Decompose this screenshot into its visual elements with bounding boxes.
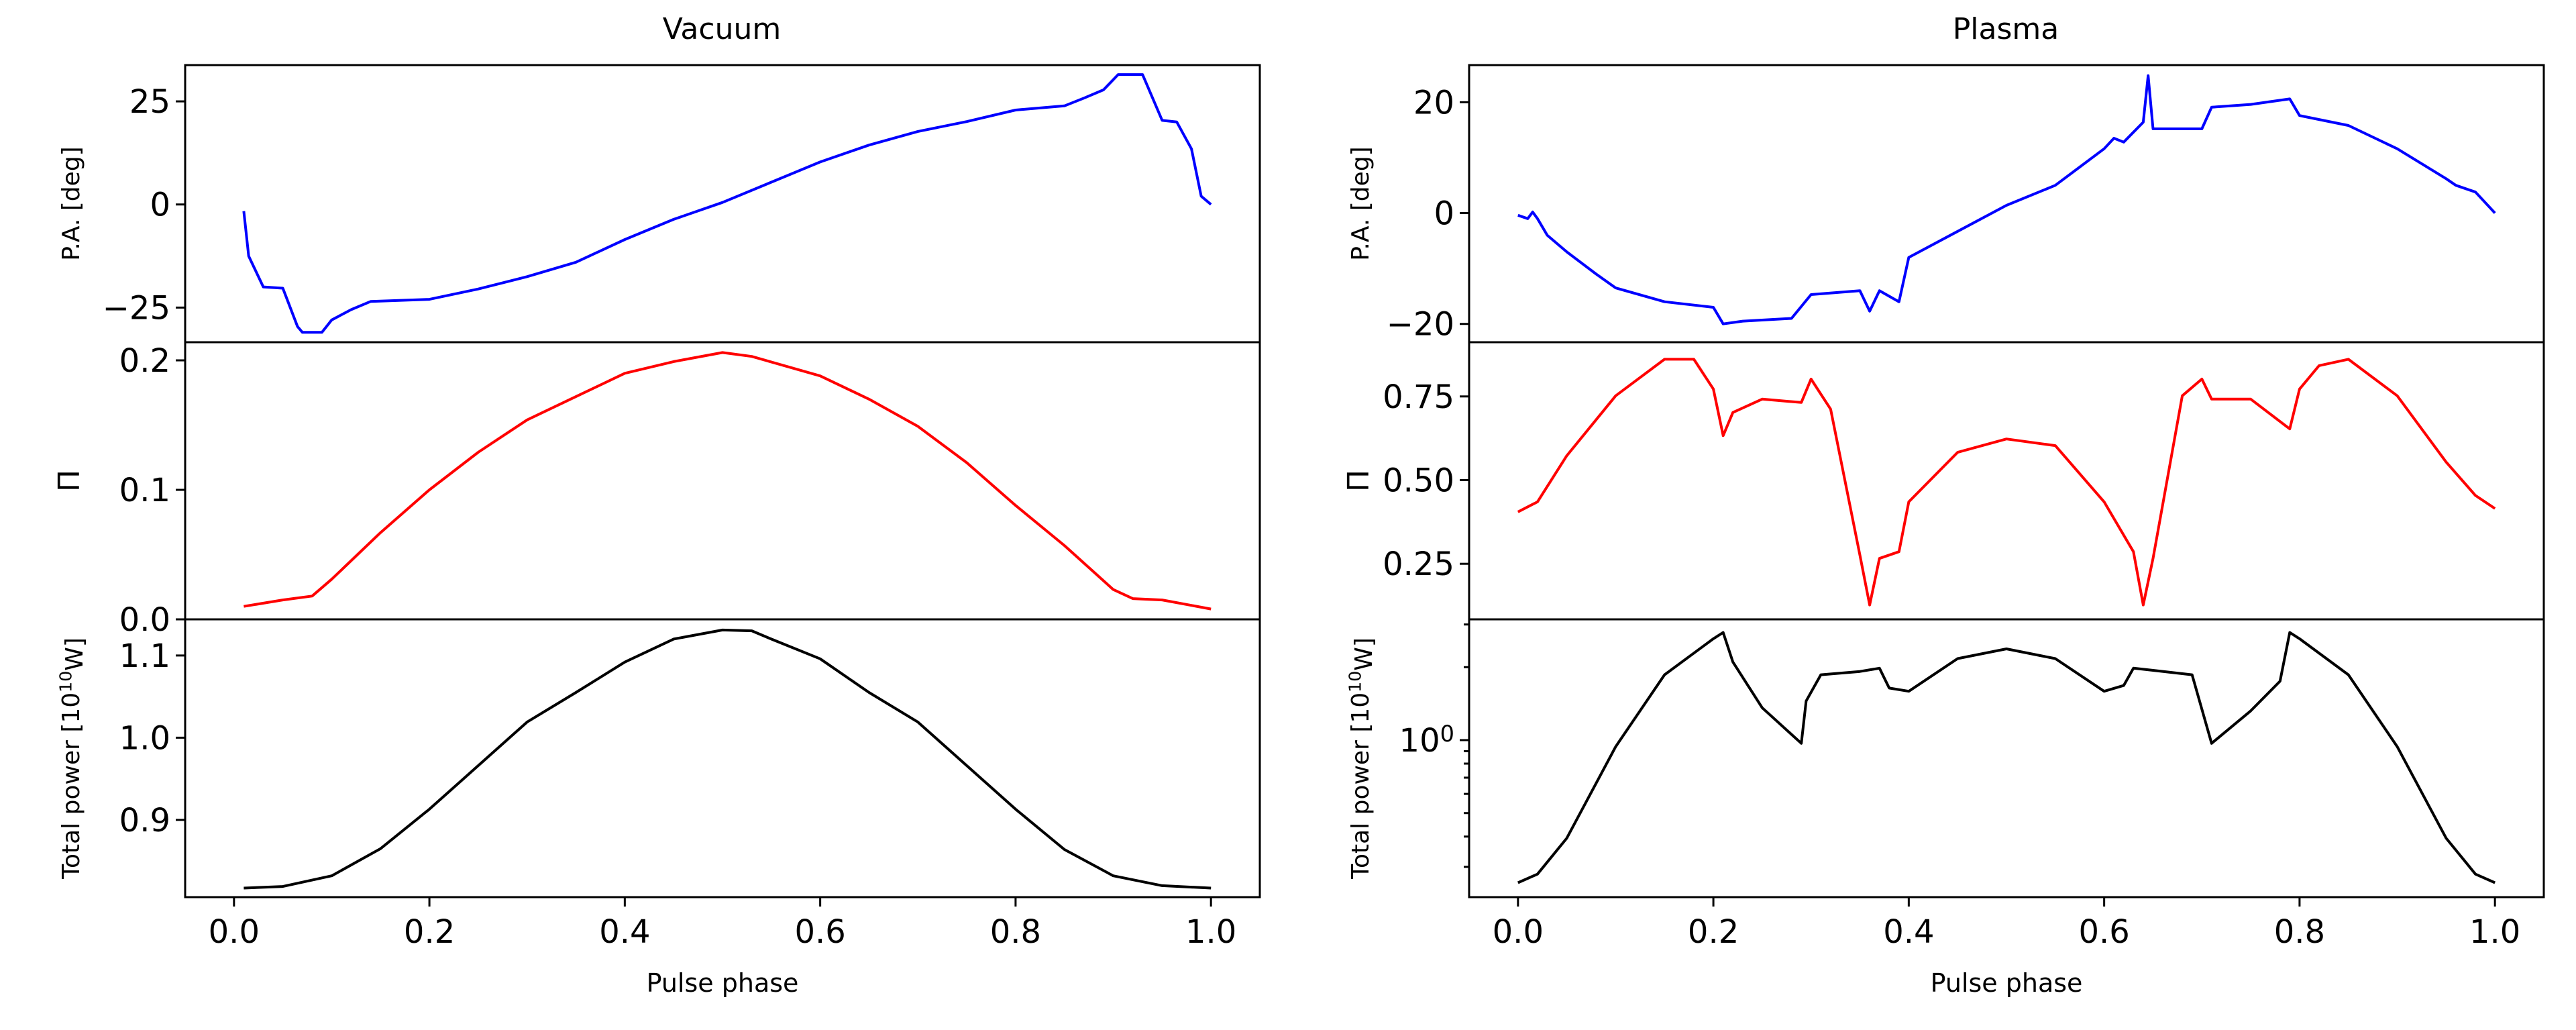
- data-line: [1517, 631, 2496, 884]
- axes-frame: [1468, 64, 2545, 344]
- x-axis-label: Pulse phase: [1931, 968, 2083, 998]
- x-tick-label: 0.8: [990, 913, 1041, 951]
- data-line: [242, 73, 1212, 334]
- x-tick-label: 1.0: [1185, 913, 1236, 951]
- subplot-1: 0.2 0.1 0.0 Π: [52, 341, 1261, 639]
- x-tick-label: 0.6: [2078, 913, 2129, 951]
- chart-plasma: Plasma 20 0 −20 P.A. [deg] 0.75 0.50 0.25 Π 100 To…: [1342, 12, 2545, 998]
- y-tick-label: 0.50: [1383, 462, 1454, 500]
- subplot-2: 1.1 1.0 0.9 Total power [1010W]: [56, 618, 1261, 898]
- x-tick-label: 0.2: [1688, 913, 1739, 951]
- y-axis-label: Π: [1342, 470, 1376, 492]
- x-tick-label: 0.2: [404, 913, 455, 951]
- x-tick-label: 0.4: [599, 913, 650, 951]
- y-tick-label: 25: [129, 83, 170, 121]
- y-tick-label: 20: [1413, 84, 1454, 121]
- y-tick-label: 0.75: [1383, 378, 1454, 416]
- y-tick-label: 0.1: [119, 472, 170, 509]
- y-tick-label: 0: [1434, 195, 1454, 233]
- x-tick-label: 0.8: [2274, 913, 2325, 951]
- data-line: [1517, 358, 2496, 607]
- x-axis-label: Pulse phase: [647, 968, 799, 998]
- y-tick-label: 0: [150, 187, 170, 224]
- subplot-0: 25 0 −25 P.A. [deg]: [58, 64, 1261, 344]
- subplot-1: 0.75 0.50 0.25 Π: [1342, 341, 2545, 621]
- y-tick-label: 1.1: [119, 637, 170, 675]
- x-tick-label: 0.6: [794, 913, 845, 951]
- x-tick-label: 0.0: [1493, 913, 1544, 951]
- y-tick-label: 1.0: [119, 719, 170, 757]
- y-axis-label: Π: [52, 470, 87, 492]
- subplot-2: 100 Total power [1010W]: [1346, 618, 2545, 898]
- data-line: [1517, 74, 2496, 325]
- x-tick-label: 1.0: [2469, 913, 2520, 951]
- y-tick-label: −20: [1387, 306, 1454, 344]
- subplot-0: 20 0 −20 P.A. [deg]: [1347, 64, 2545, 344]
- y-axis-label: P.A. [deg]: [1347, 146, 1375, 260]
- y-axis-label: P.A. [deg]: [58, 146, 85, 260]
- y-tick-label: −25: [103, 289, 170, 327]
- x-tick-label: 0.0: [209, 913, 260, 951]
- y-tick-label: 0.25: [1383, 546, 1454, 583]
- y-tick-label: 0.0: [119, 601, 170, 639]
- chart-title: Plasma: [1953, 12, 2059, 46]
- chart-vacuum: Vacuum 25 0 −25 P.A. [deg] 0.2 0.1 0.0 Π 1.1 1.0 0.…: [52, 12, 1261, 998]
- chart-title: Vacuum: [663, 12, 781, 46]
- y-axis-label: Total power [1010W]: [56, 637, 89, 880]
- y-tick-label: 0.2: [119, 342, 170, 380]
- y-tick-label: 0.9: [119, 802, 170, 839]
- y-axis-label: Total power [1010W]: [1346, 637, 1378, 880]
- axes-frame: [1468, 618, 2545, 898]
- x-tick-label: 0.4: [1883, 913, 1934, 951]
- y-tick-label: 100: [1399, 721, 1454, 760]
- axes-frame: [184, 618, 1261, 898]
- data-line: [244, 628, 1212, 890]
- data-line: [244, 351, 1212, 611]
